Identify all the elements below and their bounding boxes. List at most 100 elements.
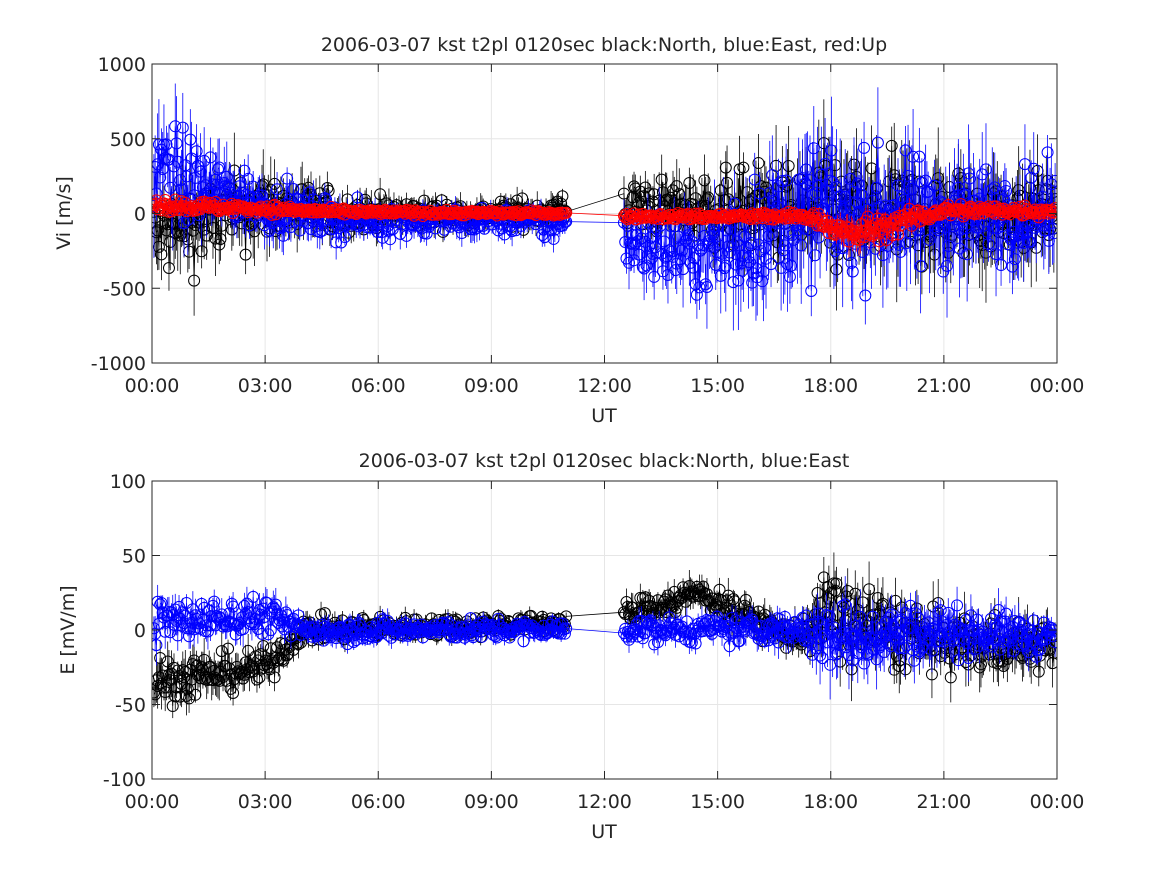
velocity-data-point <box>1023 235 1036 248</box>
velocity-data-point <box>810 186 823 199</box>
velocity-data-point <box>923 233 936 246</box>
velocity-data-point <box>997 227 1010 240</box>
velocity-data-point <box>247 180 260 193</box>
velocity-data-point <box>313 226 326 239</box>
velocity-data-point <box>990 248 1003 261</box>
efield-data-point <box>268 671 281 684</box>
velocity-data-point <box>977 219 990 232</box>
velocity-data-point <box>710 246 723 259</box>
velocity-data-point <box>824 174 837 187</box>
velocity-data-point <box>277 189 290 202</box>
velocity-data-point <box>943 204 956 217</box>
velocity-data-point <box>885 139 898 152</box>
velocity-data-point <box>716 247 729 260</box>
velocity-data-point <box>902 169 915 182</box>
velocity-data-point <box>928 179 941 192</box>
efield-data-point <box>292 638 305 651</box>
efield-data-point <box>697 580 710 593</box>
velocity-data-point <box>979 163 992 176</box>
efield-data-point <box>223 662 236 675</box>
velocity-data-point <box>995 259 1008 272</box>
velocity-data-point <box>287 182 300 195</box>
velocity-data-point <box>316 224 329 237</box>
velocity-data-point <box>629 237 642 250</box>
velocity-data-point <box>351 191 364 204</box>
velocity-data-point <box>678 211 691 224</box>
velocity-data-point <box>1046 222 1057 235</box>
efield-data-point <box>154 652 167 665</box>
velocity-data-point <box>538 231 551 244</box>
efield-panel: 2006-03-07 kst t2pl 0120sec black:North,… <box>57 450 1084 843</box>
velocity-data-point <box>376 231 389 244</box>
velocity-data-point <box>869 242 882 255</box>
velocity-data-point <box>648 270 661 283</box>
velocity-data-point <box>1017 236 1030 249</box>
velocity-data-point <box>700 280 713 293</box>
velocity-data-point <box>734 257 747 270</box>
velocity-data-point <box>198 154 211 167</box>
velocity-data-point <box>962 167 975 180</box>
velocity-data-point <box>737 161 750 174</box>
velocity-data-point <box>743 256 756 269</box>
velocity-data-point <box>160 138 173 151</box>
efield-plot-area <box>152 552 1057 719</box>
velocity-data-point <box>886 229 899 242</box>
velocity-series-1 <box>152 83 1057 331</box>
velocity-data-point <box>482 207 495 220</box>
velocity-data-point <box>679 234 692 247</box>
velocity-data-point <box>685 235 698 248</box>
velocity-data-point <box>375 226 388 239</box>
velocity-data-point <box>920 186 933 199</box>
velocity-data-point <box>619 236 632 249</box>
efield-data-point <box>651 594 664 607</box>
velocity-data-point <box>1049 174 1057 187</box>
velocity-data-point <box>645 252 658 265</box>
velocity-data-point <box>400 229 413 242</box>
velocity-data-point <box>162 261 175 274</box>
velocity-data-point <box>516 192 529 205</box>
velocity-data-point <box>752 238 765 251</box>
velocity-data-point <box>188 274 201 287</box>
velocity-data-point <box>763 187 776 200</box>
velocity-data-point <box>762 229 775 242</box>
velocity-data-point <box>677 263 690 276</box>
velocity-data-point <box>859 289 872 302</box>
velocity-data-point <box>224 203 237 216</box>
velocity-data-point <box>372 217 385 230</box>
velocity-data-point <box>556 190 569 203</box>
efield-data-point <box>204 660 217 673</box>
velocity-data-point <box>184 202 197 215</box>
velocity-data-point <box>697 238 710 251</box>
velocity-data-point <box>330 236 343 249</box>
velocity-data-point <box>719 161 732 174</box>
velocity-data-point <box>971 221 984 234</box>
velocity-data-point <box>659 251 672 264</box>
velocity-y-tick-label: -500 <box>103 278 146 300</box>
velocity-data-point <box>988 181 1001 194</box>
velocity-data-point <box>876 249 889 262</box>
velocity-data-point <box>156 162 169 175</box>
velocity-data-point <box>282 204 295 217</box>
velocity-data-point <box>846 265 859 278</box>
velocity-data-point <box>213 238 226 251</box>
velocity-data-point <box>700 193 713 206</box>
velocity-data-point <box>268 177 281 190</box>
velocity-data-point <box>895 214 908 227</box>
velocity-data-point <box>152 161 162 174</box>
efield-data-point <box>560 610 573 623</box>
velocity-data-point <box>809 249 822 262</box>
velocity-data-point <box>870 181 883 194</box>
velocity-data-point <box>951 189 964 202</box>
velocity-data-point <box>834 190 847 203</box>
efield-data-point <box>173 670 186 683</box>
velocity-data-point <box>643 187 656 200</box>
efield-data-point <box>159 686 172 699</box>
velocity-data-point <box>665 245 678 258</box>
velocity-data-point <box>1041 146 1054 159</box>
velocity-y-tick-label: 0 <box>134 204 146 226</box>
velocity-data-point <box>729 258 742 271</box>
velocity-data-point <box>214 233 227 246</box>
velocity-data-point <box>683 176 696 189</box>
velocity-y-tick-label: -1000 <box>91 353 146 375</box>
